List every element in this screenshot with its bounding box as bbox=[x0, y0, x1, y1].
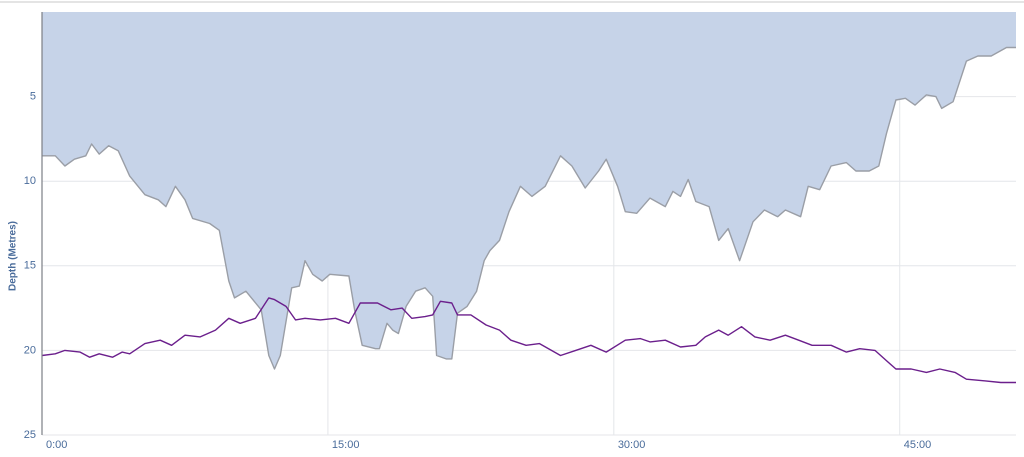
x-tick-label: 15:00 bbox=[332, 439, 360, 451]
area-fill bbox=[42, 12, 1016, 369]
y-tick-label: 10 bbox=[24, 175, 36, 187]
y-tick-label: 5 bbox=[30, 91, 36, 103]
y-axis-title: Depth (Metres) bbox=[8, 221, 19, 291]
y-tick-label: 20 bbox=[24, 344, 36, 356]
series-line bbox=[42, 46, 1016, 370]
x-tick-label: 0:00 bbox=[46, 439, 67, 451]
y-tick-label: 25 bbox=[24, 429, 36, 441]
x-tick-label: 30:00 bbox=[618, 439, 646, 451]
y-tick-label: 15 bbox=[24, 260, 36, 272]
x-tick-label: 45:00 bbox=[904, 439, 932, 451]
series-line bbox=[41, 297, 1016, 384]
